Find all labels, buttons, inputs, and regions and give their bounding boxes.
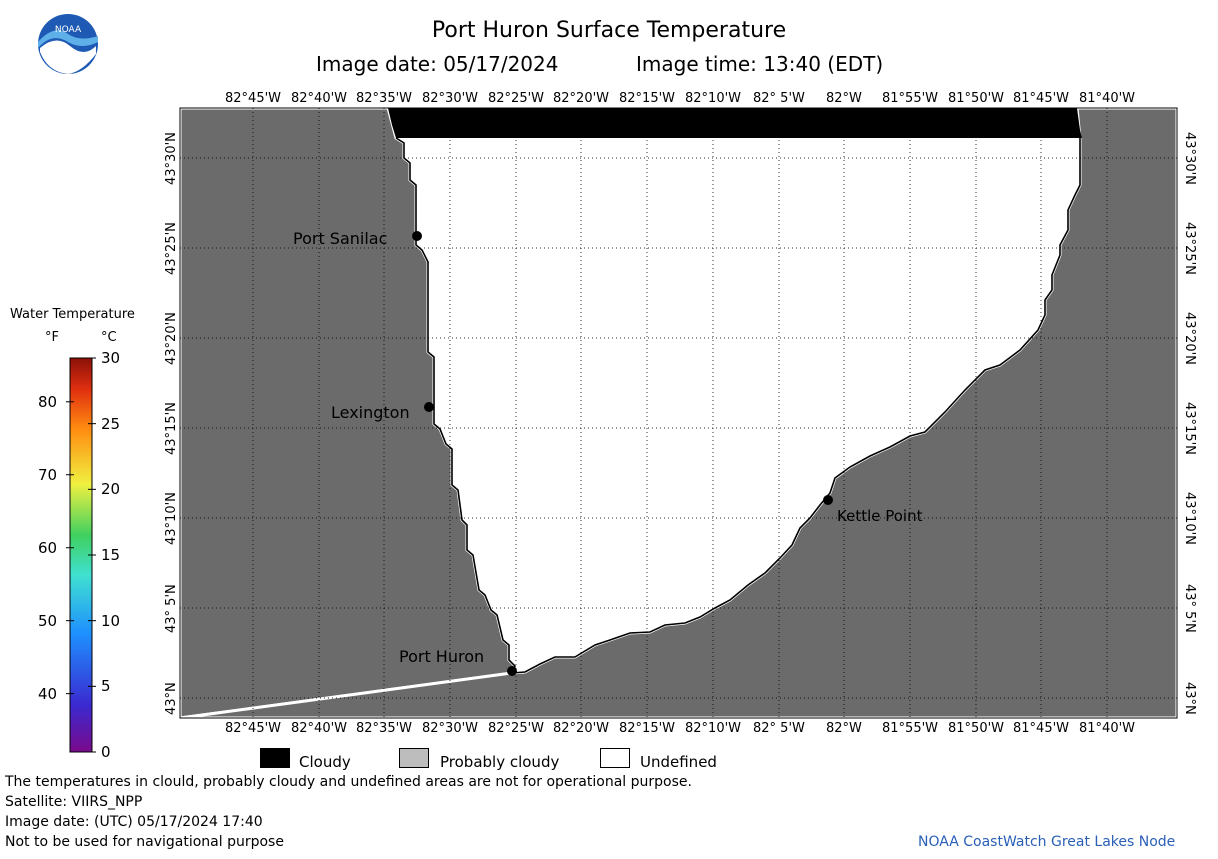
city-marker: [823, 495, 833, 505]
longitude-tick-label: 82°25'W: [488, 91, 545, 106]
longitude-tick-label: 82°W: [826, 91, 862, 106]
fahrenheit-tick-label: 70: [38, 465, 58, 484]
place-label-lexington: Lexington: [331, 403, 410, 422]
latitude-tick-label: 43° 5'N: [1182, 583, 1197, 633]
longitude-tick-label: 82°10'W: [685, 91, 742, 106]
latitude-tick-label: 43°30'N: [1182, 131, 1197, 185]
longitude-tick-label: 82°25'W: [488, 721, 545, 736]
legend-swatch-cloudy: [260, 748, 290, 768]
latitude-tick-label: 43°25'N: [1182, 221, 1197, 275]
image-time: Image time: 13:40 (EDT): [636, 52, 884, 76]
colorbar-title: Water Temperature: [10, 307, 135, 322]
longitude-tick-label: 82° 5'W: [753, 91, 805, 106]
latitude-tick-label: 43°15'N: [164, 401, 179, 455]
latitude-tick-label: 43°20'N: [1182, 311, 1197, 365]
latitude-tick-label: 43°20'N: [164, 311, 179, 365]
place-label-port-huron: Port Huron: [399, 647, 485, 666]
longitude-tick-label: 82°30'W: [422, 721, 479, 736]
place-label-kettle-point: Kettle Point: [837, 507, 923, 525]
celsius-tick-label: 25: [101, 414, 121, 433]
legend-label-cloudy: Cloudy: [299, 753, 351, 771]
latitude-tick-label: 43°25'N: [164, 221, 179, 275]
legend-swatch-undefined: [600, 748, 630, 768]
map-frame: [179, 107, 1178, 719]
legend-swatch-probably-cloudy: [399, 748, 429, 768]
city-marker: [412, 231, 422, 241]
longitude-tick-label: 82°20'W: [553, 91, 610, 106]
celsius-tick-label: 15: [101, 546, 121, 564]
longitude-tick-label: 82°40'W: [291, 721, 348, 736]
longitude-tick-label: 82°20'W: [553, 721, 610, 736]
longitude-tick-label: 82°40'W: [291, 91, 348, 106]
celsius-tick-label: 5: [101, 677, 111, 696]
longitude-tick-label: 82°W: [826, 721, 862, 736]
latitude-tick-label: 43°10'N: [164, 491, 179, 545]
place-label-port-sanilac: Port Sanilac: [293, 229, 388, 248]
fahrenheit-tick-label: 80: [38, 392, 58, 411]
cloud-band: [388, 108, 1082, 138]
footer-credit: NOAA CoastWatch Great Lakes Node: [918, 834, 1176, 850]
fahrenheit-tick-label: 40: [38, 684, 58, 703]
longitude-tick-label: 81°55'W: [882, 91, 939, 106]
fahrenheit-tick-label: 60: [38, 538, 58, 557]
fahrenheit-tick-label: 50: [38, 611, 58, 630]
longitude-tick-label: 82°30'W: [422, 91, 479, 106]
longitude-tick-label: 81°45'W: [1013, 91, 1070, 106]
longitude-tick-label: 81°55'W: [882, 721, 939, 736]
longitude-tick-label: 81°40'W: [1079, 721, 1136, 736]
city-marker: [507, 666, 517, 676]
celsius-tick-label: 20: [101, 480, 121, 499]
footer-nav-warning: Not to be used for navigational purpose: [5, 834, 284, 850]
latitude-tick-label: 43°15'N: [1182, 401, 1197, 455]
longitude-tick-label: 81°45'W: [1013, 721, 1070, 736]
footer-utc-date: Image date: (UTC) 05/17/2024 17:40: [5, 814, 263, 830]
west-coastline: [395, 137, 516, 674]
celsius-tick-label: 10: [101, 611, 121, 630]
longitude-tick-label: 82°45'W: [225, 91, 282, 106]
longitude-tick-label: 82°45'W: [225, 721, 282, 736]
longitude-tick-label: 82°15'W: [619, 91, 676, 106]
longitude-tick-label: 81°50'W: [948, 721, 1005, 736]
east-coastline: [511, 138, 1081, 674]
unit-fahrenheit: °F: [45, 330, 59, 345]
noaa-logo: NOAA: [38, 14, 98, 74]
longitude-tick-label: 82°15'W: [619, 721, 676, 736]
longitude-tick-label: 82°35'W: [356, 91, 413, 106]
legend-label-probably-cloudy: Probably cloudy: [440, 753, 560, 771]
legend-label-undefined: Undefined: [640, 753, 717, 771]
celsius-tick-label: 0: [101, 743, 111, 761]
footer-satellite: Satellite: VIIRS_NPP: [5, 794, 143, 810]
latitude-tick-label: 43°N: [164, 681, 179, 715]
latitude-tick-label: 43° 5'N: [164, 583, 179, 633]
celsius-tick-label: 30: [101, 349, 121, 367]
unit-celsius: °C: [101, 330, 117, 345]
city-marker: [424, 402, 434, 412]
longitude-tick-label: 82°35'W: [356, 721, 413, 736]
map-title: Port Huron Surface Temperature: [431, 18, 787, 43]
latitude-tick-label: 43°10'N: [1182, 491, 1197, 545]
image-date: Image date: 05/17/2024: [316, 52, 559, 76]
footer-disclaimer: The temperatures in clould, probably clo…: [5, 774, 692, 790]
longitude-tick-label: 82°10'W: [685, 721, 742, 736]
longitude-tick-label: 81°40'W: [1079, 91, 1136, 106]
latitude-tick-label: 43°N: [1182, 681, 1197, 715]
colorbar: [66, 357, 96, 753]
longitude-tick-label: 81°50'W: [948, 91, 1005, 106]
latitude-tick-label: 43°30'N: [164, 131, 179, 185]
logo-text: NOAA: [55, 25, 82, 35]
longitude-tick-label: 82° 5'W: [753, 721, 805, 736]
